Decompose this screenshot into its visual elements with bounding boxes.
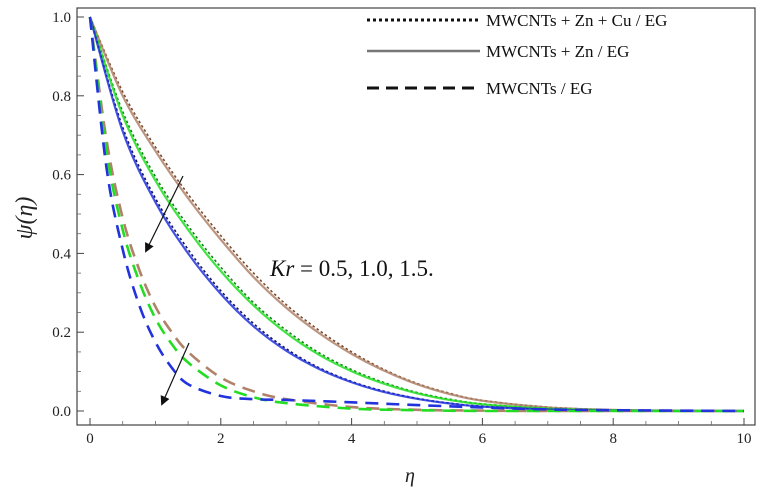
y-tick-label: 0.0 [52, 404, 71, 420]
series-line-dotted-kr-0-5 [89, 16, 745, 412]
x-tick-label: 8 [609, 431, 617, 447]
y-tick-label: 0.8 [52, 89, 71, 105]
series-line-dashed-kr-1-5 [88, 16, 745, 413]
legend-label-dotted: MWCNTs + Zn + Cu / EG [486, 11, 667, 30]
y-axis-label: ψ(η) [12, 197, 38, 240]
series-line-dotted-kr-1 [89, 16, 744, 412]
plot-frame [76, 7, 756, 426]
x-tick-label: 2 [217, 431, 225, 447]
x-tick-label: 4 [348, 431, 356, 447]
series-layer [88, 16, 745, 413]
kr-annotation: Kr = 0.5, 1.0, 1.5. [269, 256, 434, 281]
ticks-layer: 0 2 4 6 8 10 0.0 0.2 0.4 0.6 0.8 1.0 [52, 10, 751, 447]
series-line-dashed-kr-1 [88, 16, 744, 413]
x-axis-label: η [405, 465, 415, 487]
series-line-solid-kr-1 [88, 16, 744, 413]
series-line-dashed-kr-0-5 [88, 16, 744, 413]
legend-label-solid: MWCNTs + Zn / EG [486, 42, 629, 61]
series-line-solid-kr-0-5 [88, 16, 745, 413]
legend-label-dashed: MWCNTs / EG [486, 79, 592, 98]
y-tick-label: 0.4 [52, 246, 71, 262]
kr-values: = 0.5, 1.0, 1.5. [294, 256, 433, 281]
x-tick-label: 10 [737, 431, 752, 447]
legend: MWCNTs + Zn + Cu / EG MWCNTs + Zn / EG M… [367, 11, 667, 98]
trend-arrow-upper [145, 175, 184, 253]
trend-arrow-lower [160, 342, 190, 406]
x-tick-label: 6 [479, 431, 487, 447]
y-tick-label: 0.6 [52, 168, 71, 184]
y-tick-label: 1.0 [52, 10, 71, 26]
series-line-dotted-kr-1-5 [89, 16, 744, 412]
y-tick-label: 0.2 [52, 325, 71, 341]
x-tick-label: 0 [86, 431, 94, 447]
kr-symbol: Kr [269, 256, 295, 281]
series-line-solid-kr-1-5 [88, 16, 744, 413]
